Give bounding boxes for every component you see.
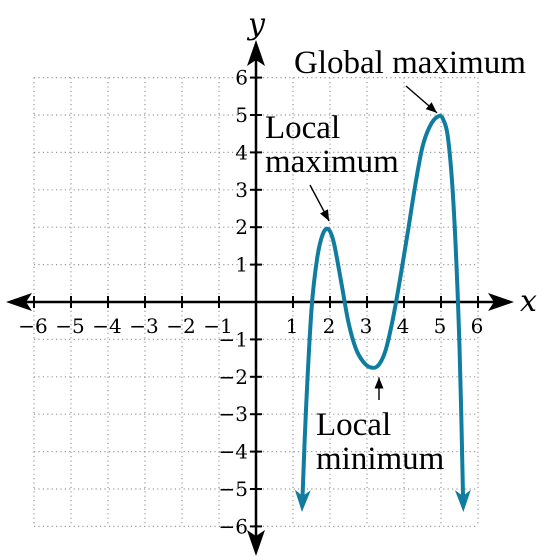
x-tick-label: 1 bbox=[286, 314, 299, 338]
x-tick-label: 5 bbox=[434, 314, 447, 338]
y-tick-label: 3 bbox=[235, 178, 248, 202]
x-tick-label: 6 bbox=[471, 314, 484, 338]
y-axis-label: y bbox=[246, 7, 266, 42]
annotation-arrowhead-icon bbox=[374, 377, 384, 389]
annotation-arrowhead-icon bbox=[320, 209, 330, 222]
series-arrow-right-icon bbox=[454, 489, 471, 512]
annotation-line: Local bbox=[265, 110, 340, 146]
series-arrow-left-icon bbox=[294, 489, 311, 512]
y-tick-label: 4 bbox=[235, 140, 248, 164]
y-tick-label: 2 bbox=[235, 215, 248, 239]
axes: x y bbox=[6, 7, 537, 556]
x-tick-label: 2 bbox=[323, 314, 336, 338]
series bbox=[294, 113, 471, 512]
x-tick-label: −2 bbox=[166, 314, 195, 338]
annotation-label: Global maximum bbox=[294, 45, 526, 81]
y-tick-label: 5 bbox=[235, 103, 248, 127]
annotation-line: maximum bbox=[265, 144, 399, 180]
y-tick-label: −2 bbox=[219, 365, 248, 389]
series-line bbox=[300, 113, 466, 506]
y-tick-label: 6 bbox=[235, 66, 248, 90]
x-axis-arrow-right-icon bbox=[488, 293, 514, 311]
x-tick-label: −5 bbox=[55, 314, 84, 338]
x-tick-label: −1 bbox=[203, 314, 232, 338]
annotation-line: minimum bbox=[316, 441, 445, 477]
annotation-label: Local maximum bbox=[265, 110, 399, 180]
y-tick-label: −1 bbox=[219, 327, 248, 351]
x-tick-label: 4 bbox=[397, 314, 410, 338]
annotation-label: Local minimum bbox=[316, 407, 445, 477]
x-axis-arrow-left-icon bbox=[6, 293, 32, 311]
x-tick-label: 3 bbox=[360, 314, 373, 338]
x-tick-label: −4 bbox=[92, 314, 121, 338]
y-tick-label: −4 bbox=[219, 440, 248, 464]
x-axis-label: x bbox=[520, 284, 537, 319]
y-tick-label: −3 bbox=[219, 402, 248, 426]
x-tick-label: −6 bbox=[18, 314, 47, 338]
x-tick-label: −3 bbox=[129, 314, 158, 338]
grid bbox=[33, 76, 479, 528]
y-tick-label: 1 bbox=[235, 253, 248, 277]
annotation-line: Global maximum bbox=[294, 45, 526, 81]
y-tick-label: −5 bbox=[219, 477, 248, 501]
y-tick-label: −6 bbox=[219, 514, 248, 538]
annotation-line: Local bbox=[316, 407, 391, 443]
annotation-arrowhead-icon bbox=[425, 102, 437, 113]
y-axis-arrow-bottom-icon bbox=[247, 530, 265, 556]
y-axis-arrow-top-icon bbox=[247, 40, 265, 66]
